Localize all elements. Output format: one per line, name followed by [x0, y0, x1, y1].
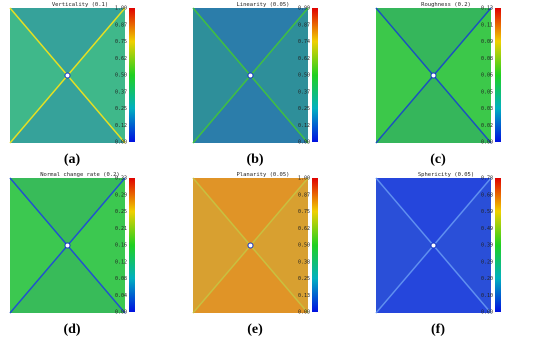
colorbar-tick-label: 0.16 — [115, 243, 127, 249]
panel: Linearity (0.05) 0.99 0.87 0.74 0.62 0.50 0.37… — [192, 2, 318, 167]
point-cloud-facet — [376, 178, 491, 246]
point-cloud-facet — [193, 75, 308, 143]
colorbar-tick-label: 0.20 — [481, 276, 493, 282]
apex — [247, 242, 254, 249]
colorbar-tick-label: 0.12 — [298, 123, 310, 129]
colorbar-tick-label: 0.06 — [481, 73, 493, 79]
colorbar-tick-label: 0.00 — [481, 140, 493, 146]
colorbar-tick-label: 0.13 — [481, 6, 493, 12]
panel-title: Sphericity (0.05) — [418, 172, 474, 178]
colorbar — [129, 8, 135, 142]
apex — [430, 242, 437, 249]
panel-label: (c) — [430, 152, 446, 167]
point-cloud-facet — [10, 178, 125, 246]
panel-title: Verticality (0.1) — [52, 2, 108, 8]
colorbar-tick-label: 0.05 — [481, 89, 493, 95]
panel-label: (e) — [247, 322, 263, 337]
colorbar-tick-label: 0.00 — [115, 140, 127, 146]
panel-label: (a) — [64, 152, 81, 167]
colorbar-tick-label: 0.99 — [298, 6, 310, 12]
colorbar — [129, 178, 135, 312]
colorbar-tick-label: 0.00 — [115, 310, 127, 316]
colorbar-tick-label: 0.09 — [481, 39, 493, 45]
panel: Planarity (0.05) 1.00 0.87 0.75 0.62 0.50 0.38… — [192, 172, 318, 337]
colorbar-tick-label: 0.75 — [298, 209, 310, 215]
panel-label: (f) — [431, 322, 445, 337]
colorbar-tick-label: 0.87 — [115, 22, 127, 28]
colorbar-tick-label: 0.00 — [298, 140, 310, 146]
colorbar-tick-label: 0.25 — [115, 106, 127, 112]
point-cloud-facet — [10, 8, 125, 76]
panel-title: Normal change rate (0.2) — [40, 172, 119, 178]
colorbar-tick-label: 0.33 — [115, 176, 127, 182]
colorbar-tick-label: 0.00 — [481, 310, 493, 316]
colorbar-tick-label: 0.25 — [115, 209, 127, 215]
point-cloud-facet — [10, 245, 125, 313]
colorbar-tick-label: 0.00 — [298, 310, 310, 316]
panel: Sphericity (0.05) 0.78 0.68 0.59 0.49 0.39 0.2… — [375, 172, 501, 337]
colorbar-tick-label: 0.50 — [298, 73, 310, 79]
colorbar-tick-label: 0.11 — [481, 22, 493, 28]
panel: Roughness (0.2) 0.13 0.11 0.09 0.08 0.06 0.05 0… — [375, 2, 501, 167]
colorbar-tick-label: 0.74 — [298, 39, 310, 45]
colorbar-tick-label: 0.21 — [115, 226, 127, 232]
colorbar-tick-label: 0.87 — [298, 192, 310, 198]
point-cloud-facet — [376, 245, 491, 313]
point-cloud-facet — [376, 8, 491, 76]
colorbar-tick-label: 0.62 — [115, 56, 127, 62]
colorbar-tick-label: 0.87 — [298, 22, 310, 28]
colorbar-tick-label: 0.62 — [298, 56, 310, 62]
colorbar — [495, 178, 501, 312]
colorbar-tick-label: 0.38 — [298, 259, 310, 265]
colorbar-tick-label: 0.10 — [481, 293, 493, 299]
colorbar-tick-label: 0.50 — [298, 243, 310, 249]
colorbar-tick-label: 0.75 — [115, 39, 127, 45]
panel: Verticality (0.1) 1.00 0.87 0.75 0.62 0.50 0.3… — [9, 2, 135, 167]
colorbar-tick-label: 0.29 — [481, 259, 493, 265]
colorbar-tick-label: 0.78 — [481, 176, 493, 182]
colorbar-tick-label: 0.50 — [115, 73, 127, 79]
colorbar-tick-label: 0.03 — [481, 106, 493, 112]
apex — [430, 72, 437, 79]
point-cloud-facet — [193, 8, 308, 76]
colorbar-tick-label: 0.02 — [481, 123, 493, 129]
colorbar-tick-label: 1.00 — [298, 176, 310, 182]
colorbar-tick-label: 0.13 — [298, 293, 310, 299]
colorbar-tick-label: 0.49 — [481, 226, 493, 232]
colorbar-tick-label: 0.08 — [115, 276, 127, 282]
panel-label: (b) — [246, 152, 263, 167]
apex — [64, 242, 71, 249]
panel-title: Planarity (0.05) — [237, 172, 290, 178]
panel-label: (d) — [63, 322, 80, 337]
colorbar-tick-label: 0.04 — [115, 293, 127, 299]
panel: Normal change rate (0.2)0.33 0.29 0.25 0.21… — [9, 172, 135, 337]
point-cloud-facet — [193, 178, 308, 246]
colorbar-tick-label: 0.29 — [115, 192, 127, 198]
point-cloud-facet — [193, 245, 308, 313]
point-cloud-facet — [10, 75, 125, 143]
apex — [64, 72, 71, 79]
colorbar — [312, 8, 318, 142]
colorbar-tick-label: 1.00 — [115, 6, 127, 12]
colorbar-tick-label: 0.37 — [298, 89, 310, 95]
colorbar-tick-label: 0.08 — [481, 56, 493, 62]
colorbar-tick-label: 0.39 — [481, 243, 493, 249]
colorbar-tick-label: 0.12 — [115, 259, 127, 265]
colorbar-tick-label: 0.37 — [115, 89, 127, 95]
apex — [247, 72, 254, 79]
colorbar — [495, 8, 501, 142]
colorbar-tick-label: 0.68 — [481, 192, 493, 198]
colorbar-tick-label: 0.59 — [481, 209, 493, 215]
colorbar-tick-label: 0.25 — [298, 106, 310, 112]
colorbar-tick-label: 0.25 — [298, 276, 310, 282]
point-cloud-facet — [376, 75, 491, 143]
panel-title: Linearity (0.05) — [237, 2, 290, 8]
colorbar-tick-label: 0.62 — [298, 226, 310, 232]
panel-title: Roughness (0.2) — [421, 2, 471, 8]
colorbar — [312, 178, 318, 312]
colorbar-tick-label: 0.12 — [115, 123, 127, 129]
